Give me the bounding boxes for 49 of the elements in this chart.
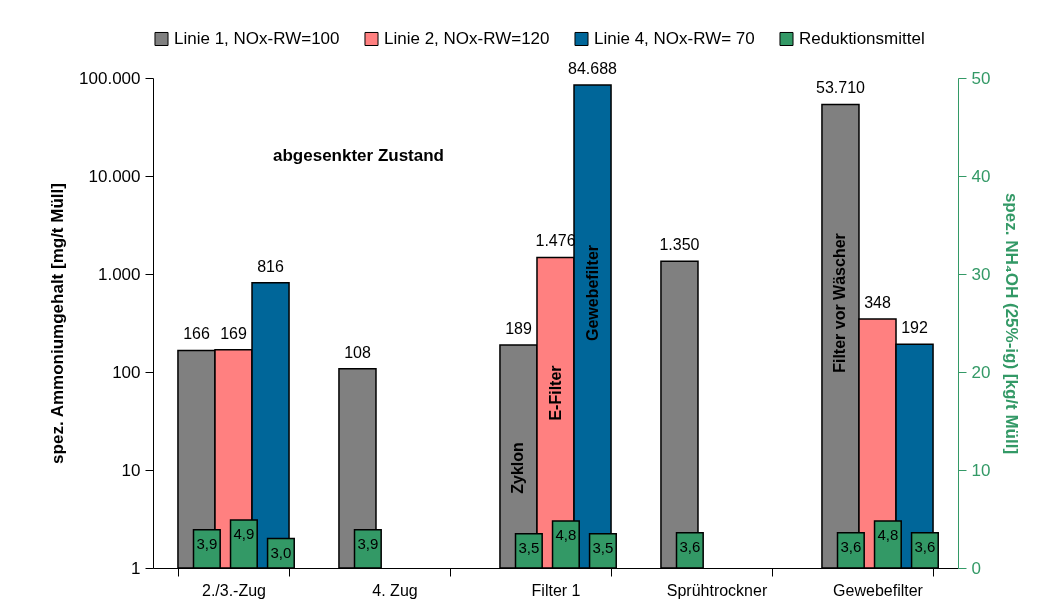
data-label: 1.350 (659, 236, 700, 254)
y2-tick-label: 40 (971, 166, 991, 186)
data-label: 169 (220, 324, 247, 342)
y-tick-label: 1.000 (97, 264, 141, 284)
y-tick-label: 1 (131, 558, 141, 578)
data-label: 3,9 (357, 534, 379, 552)
annotation: Zyklon (509, 442, 527, 494)
x-tick-label: Sprühtrockner (666, 581, 768, 599)
y-tick-label: 100 (112, 362, 141, 382)
data-label: 189 (505, 319, 532, 337)
x-tick-label: 4. Zug (372, 581, 418, 599)
y-tick-label: 100.000 (79, 68, 141, 88)
annotation: Filter vor Wäscher (831, 233, 849, 373)
data-label: 4,8 (555, 525, 577, 543)
y2-tick-label: 50 (971, 68, 991, 88)
y-tick-label: 10.000 (88, 166, 141, 186)
data-label: 4,9 (233, 524, 255, 542)
data-label: 3,5 (592, 538, 614, 556)
x-tick-label: Filter 1 (531, 581, 581, 599)
data-label: 108 (344, 343, 371, 361)
legend-label: Linie 1, NOx-RW=100 (174, 28, 340, 48)
y-tick-label: 10 (121, 460, 141, 480)
x-tick-label: 2./3.-Zug (201, 581, 267, 599)
data-label: 53.710 (816, 79, 866, 97)
x-tick-label: Gewebefilter (833, 581, 924, 599)
data-label: 166 (183, 325, 210, 343)
annotation: Gewebefilter (583, 244, 601, 342)
y-axis-title: spez. Ammoniumgehalt [mg/t Müll] (48, 183, 68, 464)
data-label: 3,5 (518, 538, 540, 556)
y2-tick-label: 20 (971, 362, 991, 382)
data-label: 348 (864, 293, 891, 311)
data-label: 3,6 (840, 537, 862, 555)
data-label: 84.688 (568, 60, 618, 78)
data-label: 816 (257, 257, 284, 275)
y2-tick-label: 30 (971, 264, 991, 284)
data-label: 192 (901, 319, 928, 337)
annotation: abgesenkter Zustand (273, 146, 444, 165)
legend-label: Linie 4, NOx-RW= 70 (594, 28, 755, 48)
legend-label: Linie 2, NOx-RW=120 (384, 28, 550, 48)
y2-axis-title: spez. NH₄OH (25%-ig) [kg/t Müll] (1002, 192, 1022, 455)
data-label: 3,6 (679, 537, 701, 555)
data-label: 3,9 (196, 534, 218, 552)
data-label: 3,6 (914, 537, 936, 555)
legend-label: Reduktionsmittel (799, 28, 925, 48)
y2-tick-label: 10 (971, 460, 991, 480)
annotation: E-Filter (546, 365, 564, 421)
data-label: 4,8 (877, 525, 899, 543)
data-label: 3,0 (270, 543, 292, 561)
y2-tick-label: 0 (971, 558, 981, 578)
